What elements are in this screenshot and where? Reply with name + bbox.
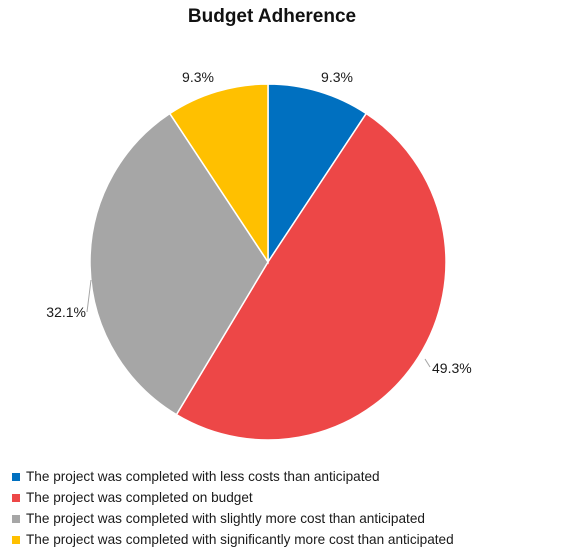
chart-title: Budget Adherence xyxy=(187,6,357,27)
leader-lines xyxy=(86,279,431,368)
legend-label: The project was completed with less cost… xyxy=(26,469,380,484)
data-label: 49.3% xyxy=(432,360,472,376)
legend: The project was completed with less cost… xyxy=(12,466,572,550)
slice-labels: 9.3% 49.3% 32.1% 9.3% xyxy=(46,69,471,376)
pie-slices xyxy=(89,83,447,441)
legend-item-on-budget: The project was completed on budget xyxy=(12,487,572,508)
leader-line xyxy=(424,358,431,368)
leader-line xyxy=(86,279,92,313)
data-label: 9.3% xyxy=(182,69,214,85)
slice-on-budget xyxy=(175,112,447,441)
slice-slightly-more xyxy=(89,112,269,416)
legend-item-less-cost: The project was completed with less cost… xyxy=(12,466,572,487)
slice-less-cost xyxy=(267,83,368,265)
legend-swatch xyxy=(12,535,20,544)
legend-item-slightly-more: The project was completed with slightly … xyxy=(12,508,572,529)
legend-swatch xyxy=(12,493,20,502)
data-label: 32.1% xyxy=(46,304,86,320)
data-label: 9.3% xyxy=(321,69,353,85)
legend-label: The project was completed with slightly … xyxy=(26,511,425,526)
legend-item-significantly-more: The project was completed with significa… xyxy=(12,529,572,550)
legend-label: The project was completed with significa… xyxy=(26,532,454,547)
slice-significantly-more xyxy=(168,83,269,265)
legend-label: The project was completed on budget xyxy=(26,490,253,505)
legend-swatch xyxy=(12,472,20,481)
legend-swatch xyxy=(12,514,20,523)
